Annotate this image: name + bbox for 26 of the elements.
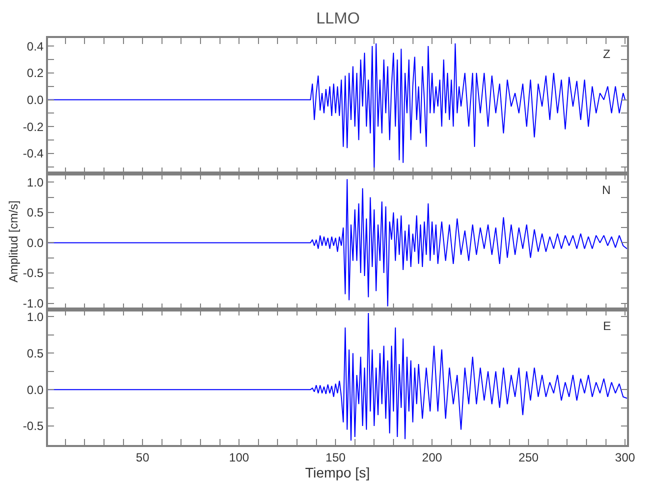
- y-tick-label: 0.2: [26, 66, 44, 80]
- y-tick-label: 0.4: [26, 39, 44, 54]
- x-axis-title: Tiempo [s]: [305, 464, 370, 480]
- x-tick-label: 250: [518, 450, 539, 464]
- y-tick-label: -0.5: [22, 266, 44, 280]
- y-axis-title: Amplitud [cm/s]: [6, 200, 21, 283]
- y-tick-label: -1.0: [22, 296, 44, 310]
- x-tick-label: 300: [615, 450, 636, 464]
- x-tick-label: 200: [422, 450, 442, 464]
- annotation: E: [603, 319, 612, 333]
- x-tick-label: 50: [136, 450, 150, 464]
- y-tick-label: 1.0: [26, 175, 44, 190]
- x-tick-label: 100: [229, 450, 250, 464]
- y-tick-label: 1.0: [26, 310, 44, 324]
- y-tick-label: 0.5: [26, 206, 44, 220]
- y-tick-label: 0.0: [26, 92, 44, 107]
- annotation: N: [602, 183, 611, 197]
- y-tick-label: -0.5: [22, 419, 44, 434]
- x-tick-label: 150: [326, 450, 346, 464]
- y-tick-label: 0.0: [26, 236, 44, 250]
- annotation: Z: [603, 47, 610, 61]
- chart-title: LLMO: [316, 10, 360, 28]
- y-tick-label: 0.5: [26, 346, 44, 360]
- y-tick-label: -0.2: [22, 120, 44, 134]
- y-tick-label: -0.4: [22, 146, 44, 161]
- y-tick-label: 0.0: [26, 382, 44, 397]
